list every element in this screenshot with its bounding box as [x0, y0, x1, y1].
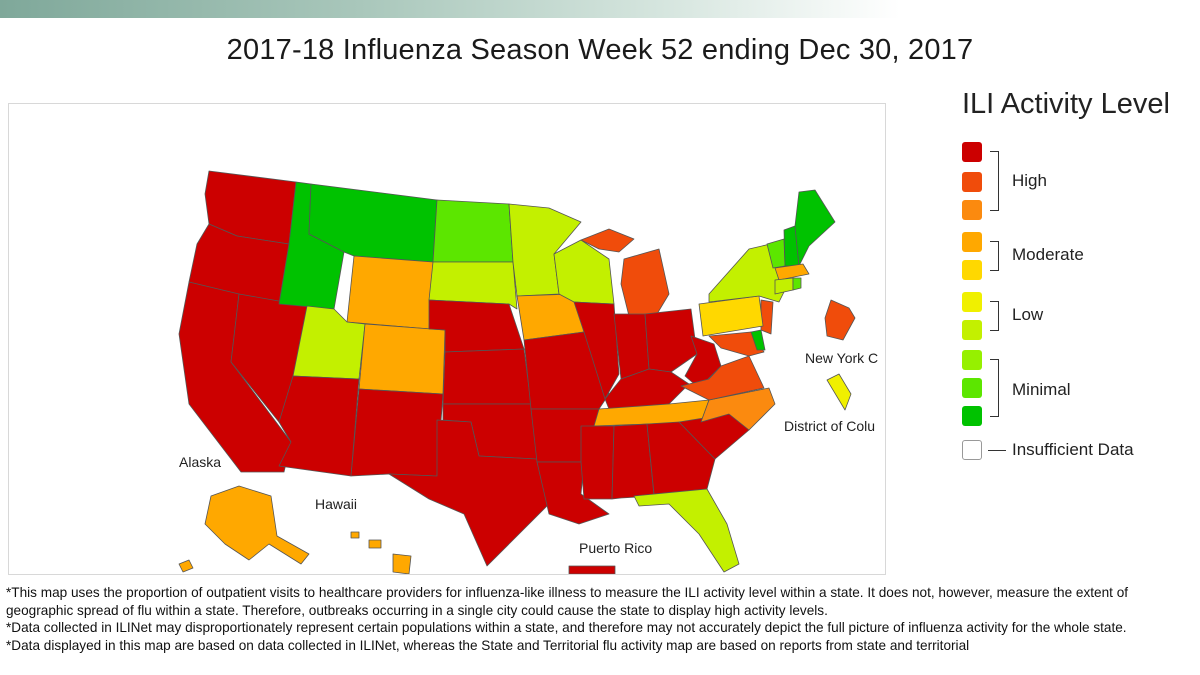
swatch-high-3 — [962, 200, 982, 220]
footnote-2: *Data collected in ILINet may disproport… — [6, 620, 1127, 635]
swatch-insufficient — [962, 440, 982, 460]
state-maine[interactable] — [794, 189, 836, 267]
swatch-low-1 — [962, 292, 982, 312]
state-alabama[interactable] — [611, 423, 655, 500]
state-colorado[interactable] — [358, 323, 446, 395]
swatch-moderate-1 — [962, 232, 982, 252]
state-alaska[interactable] — [204, 485, 310, 565]
label-alaska: Alaska — [179, 454, 221, 470]
legend-label-low: Low — [1012, 305, 1044, 324]
footnote-3: *Data displayed in this map are based on… — [6, 637, 970, 653]
legend-label-high: High — [1012, 171, 1047, 190]
top-banner — [0, 0, 1200, 18]
swatch-minimal-1 — [962, 350, 982, 370]
swatch-high-2 — [962, 172, 982, 192]
state-missouri[interactable] — [523, 331, 610, 410]
state-hawaii-1[interactable] — [350, 531, 360, 539]
state-arizona[interactable] — [278, 375, 360, 477]
label-new-york-city: New York C — [805, 350, 878, 366]
bracket-high — [990, 151, 999, 211]
legend-label-minimal: Minimal — [1012, 380, 1071, 399]
district-of-columbia[interactable] — [826, 373, 852, 411]
legend-title: ILI Activity Level — [962, 88, 1170, 120]
state-michigan-up[interactable] — [580, 228, 635, 253]
new-york-city[interactable] — [824, 299, 856, 341]
state-hawaii-2[interactable] — [368, 539, 382, 549]
state-delaware[interactable] — [750, 329, 766, 351]
state-alaska-islands[interactable] — [178, 559, 194, 573]
bracket-minimal — [990, 359, 999, 417]
state-illinois[interactable] — [573, 301, 620, 400]
state-mississippi[interactable] — [580, 425, 615, 500]
us-ili-map: Alaska Hawaii Puerto Rico New York C Dis… — [8, 103, 886, 575]
state-connecticut[interactable] — [774, 277, 794, 295]
bracket-moderate — [990, 241, 999, 271]
state-texas[interactable] — [388, 419, 550, 567]
state-michigan[interactable] — [620, 248, 670, 317]
state-florida[interactable] — [633, 488, 740, 573]
state-ohio[interactable] — [644, 308, 698, 373]
label-district-of-columbia: District of Colu — [784, 418, 875, 434]
state-new-mexico[interactable] — [350, 388, 444, 477]
legend-label-insufficient: Insufficient Data — [1012, 440, 1134, 459]
swatch-moderate-2 — [962, 260, 982, 280]
state-new-jersey[interactable] — [760, 299, 774, 335]
state-south-dakota[interactable] — [428, 261, 518, 310]
swatch-low-2 — [962, 320, 982, 340]
bracket-low — [990, 301, 999, 331]
state-rhode-island[interactable] — [792, 277, 802, 291]
state-massachusetts[interactable] — [774, 263, 810, 281]
state-maryland[interactable] — [708, 331, 765, 357]
state-hawaii-3[interactable] — [392, 553, 412, 574]
label-hawaii: Hawaii — [315, 496, 357, 512]
state-puerto-rico[interactable] — [568, 565, 616, 574]
footnotes: *This map uses the proportion of outpati… — [6, 584, 1194, 654]
swatch-minimal-2 — [962, 378, 982, 398]
footnote-1: *This map uses the proportion of outpati… — [6, 585, 1129, 618]
state-indiana[interactable] — [613, 313, 650, 380]
state-georgia[interactable] — [646, 421, 716, 495]
state-kansas[interactable] — [442, 348, 532, 405]
swatch-high-1 — [962, 142, 982, 162]
legend-label-moderate: Moderate — [1012, 245, 1084, 264]
label-puerto-rico: Puerto Rico — [579, 540, 652, 556]
map-svg: Alaska Hawaii Puerto Rico New York C Dis… — [178, 170, 878, 574]
legend: High Moderate Low Minimal Insufficient D… — [962, 142, 1192, 472]
page-title: 2017-18 Influenza Season Week 52 ending … — [226, 34, 974, 66]
swatch-minimal-3 — [962, 406, 982, 426]
state-wyoming[interactable] — [346, 255, 434, 330]
state-north-dakota[interactable] — [432, 199, 514, 263]
dash-insufficient — [988, 450, 1006, 451]
